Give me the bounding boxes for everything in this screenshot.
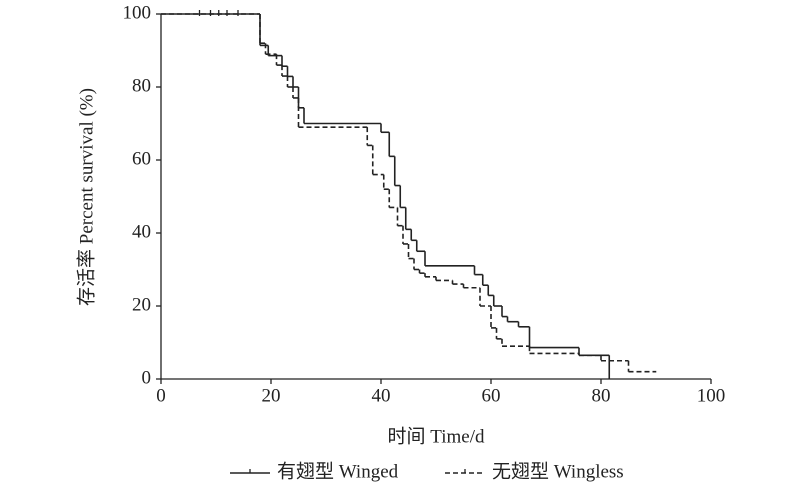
y-tick-label: 20 <box>132 294 151 315</box>
y-tick-label: 80 <box>132 75 151 96</box>
y-axis-label: 存活率 Percent survival (%) <box>75 88 97 306</box>
x-axis-label: 时间 Time/d <box>388 425 485 447</box>
y-tick-label: 0 <box>142 367 152 388</box>
x-tick-label: 0 <box>156 385 166 406</box>
y-tick-label: 40 <box>132 221 151 242</box>
legend-label: 有翅型 Winged <box>277 460 399 482</box>
x-tick-label: 60 <box>482 385 501 406</box>
y-tick-label: 100 <box>123 2 152 23</box>
x-tick-label: 100 <box>697 385 726 406</box>
x-tick-label: 20 <box>262 385 281 406</box>
y-tick-label: 60 <box>132 148 151 169</box>
x-tick-label: 80 <box>592 385 611 406</box>
legend-label: 无翅型 Wingless <box>492 460 624 482</box>
x-tick-label: 40 <box>372 385 391 406</box>
